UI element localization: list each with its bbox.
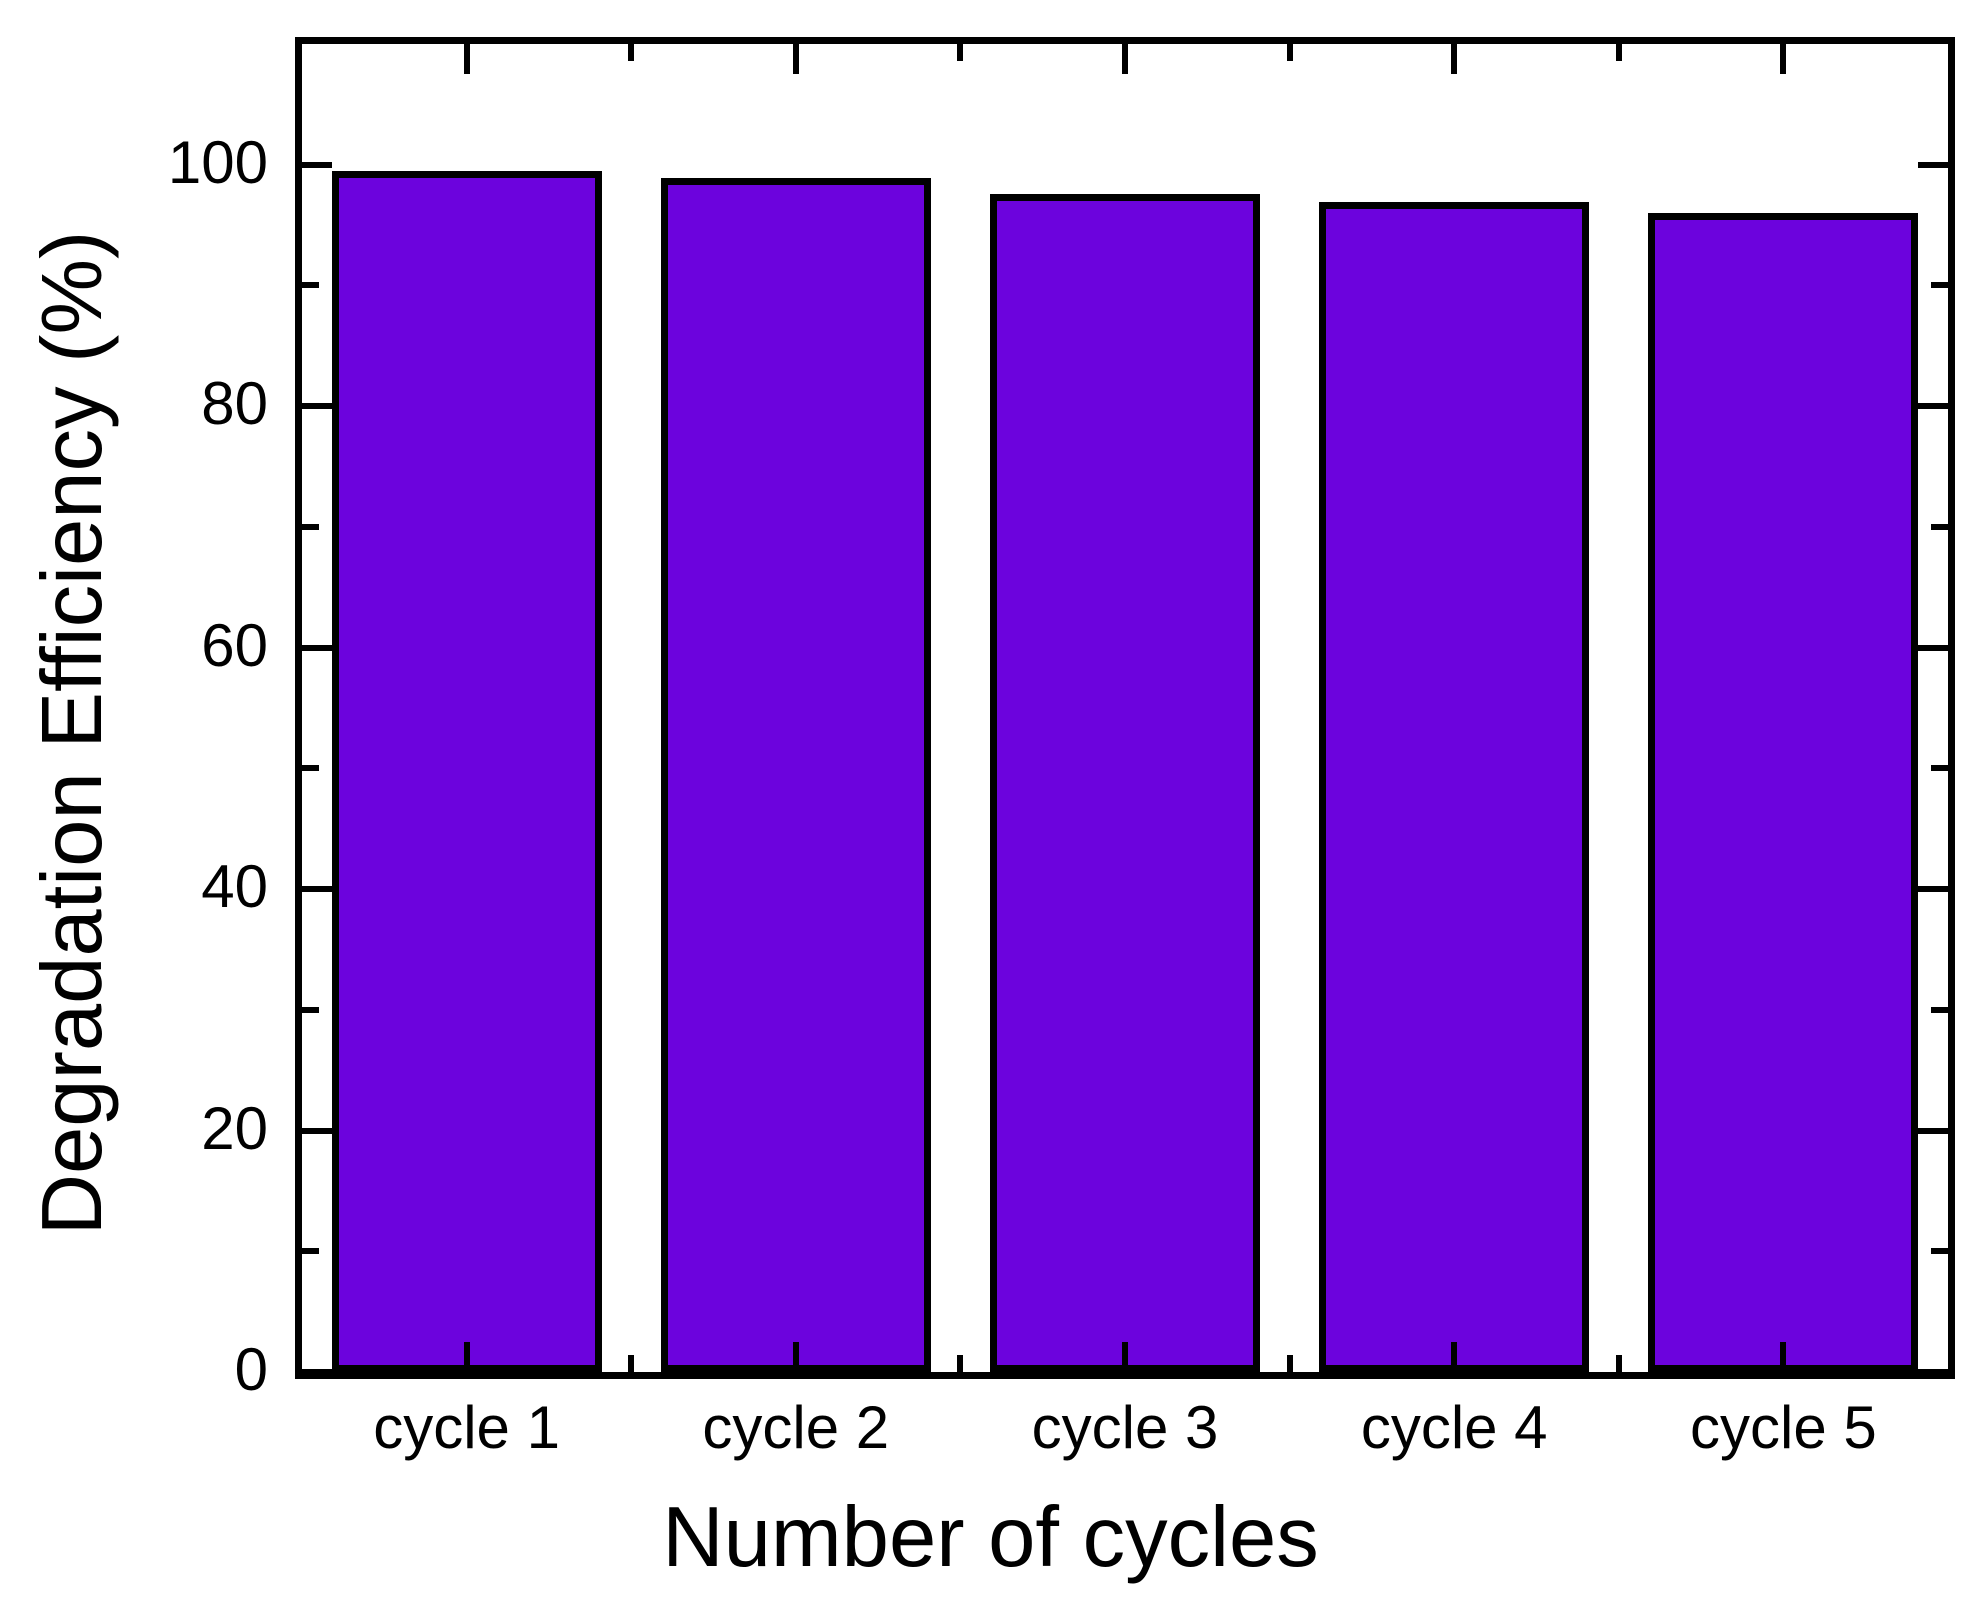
bar-cycle-4 [1319, 202, 1590, 1372]
x-tick-mark [1451, 1342, 1458, 1372]
x-tick-mark [628, 1355, 635, 1372]
y-tick-mark [1931, 1006, 1948, 1013]
x-tick-mark [628, 44, 635, 61]
x-tick-mark [957, 1355, 964, 1372]
x-axis-label: Number of cycles [662, 1490, 1319, 1585]
y-tick-label: 20 [201, 1094, 268, 1162]
y-tick-mark [302, 523, 319, 530]
y-tick-mark [302, 282, 319, 289]
y-tick-mark [302, 1369, 332, 1375]
plot-area [295, 37, 1955, 1379]
y-tick-mark [1918, 644, 1948, 651]
x-tick-mark [1615, 1355, 1622, 1372]
x-tick-mark [1615, 44, 1622, 61]
x-tick-mark [463, 1342, 470, 1372]
x-tick-label: cycle 5 [1690, 1394, 1877, 1461]
x-tick-label: cycle 1 [373, 1394, 560, 1461]
y-tick-mark [1918, 886, 1948, 893]
y-tick-label: 0 [234, 1336, 268, 1403]
x-tick-mark [1286, 44, 1293, 61]
y-tick-label: 60 [201, 611, 268, 679]
y-tick-mark [1931, 1248, 1948, 1255]
bar-cycle-3 [990, 193, 1260, 1372]
y-tick-mark [302, 403, 332, 410]
y-tick-mark [302, 1127, 332, 1134]
x-tick-mark [1780, 44, 1787, 74]
x-tick-mark [792, 44, 799, 74]
y-tick-label: 100 [167, 128, 268, 196]
y-tick-mark [1931, 282, 1948, 289]
y-tick-mark [302, 765, 319, 772]
y-tick-mark [1918, 1127, 1948, 1134]
x-tick-label: cycle 4 [1360, 1394, 1548, 1461]
y-tick-mark [302, 1248, 319, 1255]
x-tick-label: cycle 2 [702, 1394, 890, 1461]
y-tick-mark [302, 644, 332, 651]
y-tick-mark [302, 161, 332, 168]
bar-cycle-1 [331, 170, 602, 1372]
y-tick-mark [1931, 765, 1948, 772]
x-tick-mark [1122, 44, 1128, 74]
x-tick-label: cycle 3 [1031, 1394, 1219, 1461]
y-tick-mark [1918, 1369, 1948, 1375]
y-tick-label: 80 [201, 370, 268, 438]
bar-cycle-5 [1648, 213, 1919, 1372]
x-tick-mark [463, 44, 470, 74]
x-tick-mark [792, 1342, 799, 1372]
x-tick-mark [1286, 1355, 1293, 1372]
y-tick-mark [302, 886, 332, 893]
bar-cycle-2 [660, 178, 931, 1372]
y-tick-label: 40 [201, 853, 268, 921]
x-tick-mark [1780, 1342, 1787, 1372]
x-tick-mark [957, 44, 964, 61]
y-tick-mark [302, 1006, 319, 1013]
y-tick-mark [1918, 403, 1948, 410]
y-tick-mark [1918, 161, 1948, 168]
y-tick-mark [1931, 523, 1948, 530]
x-tick-mark [1122, 1342, 1128, 1372]
x-tick-mark [1451, 44, 1458, 74]
